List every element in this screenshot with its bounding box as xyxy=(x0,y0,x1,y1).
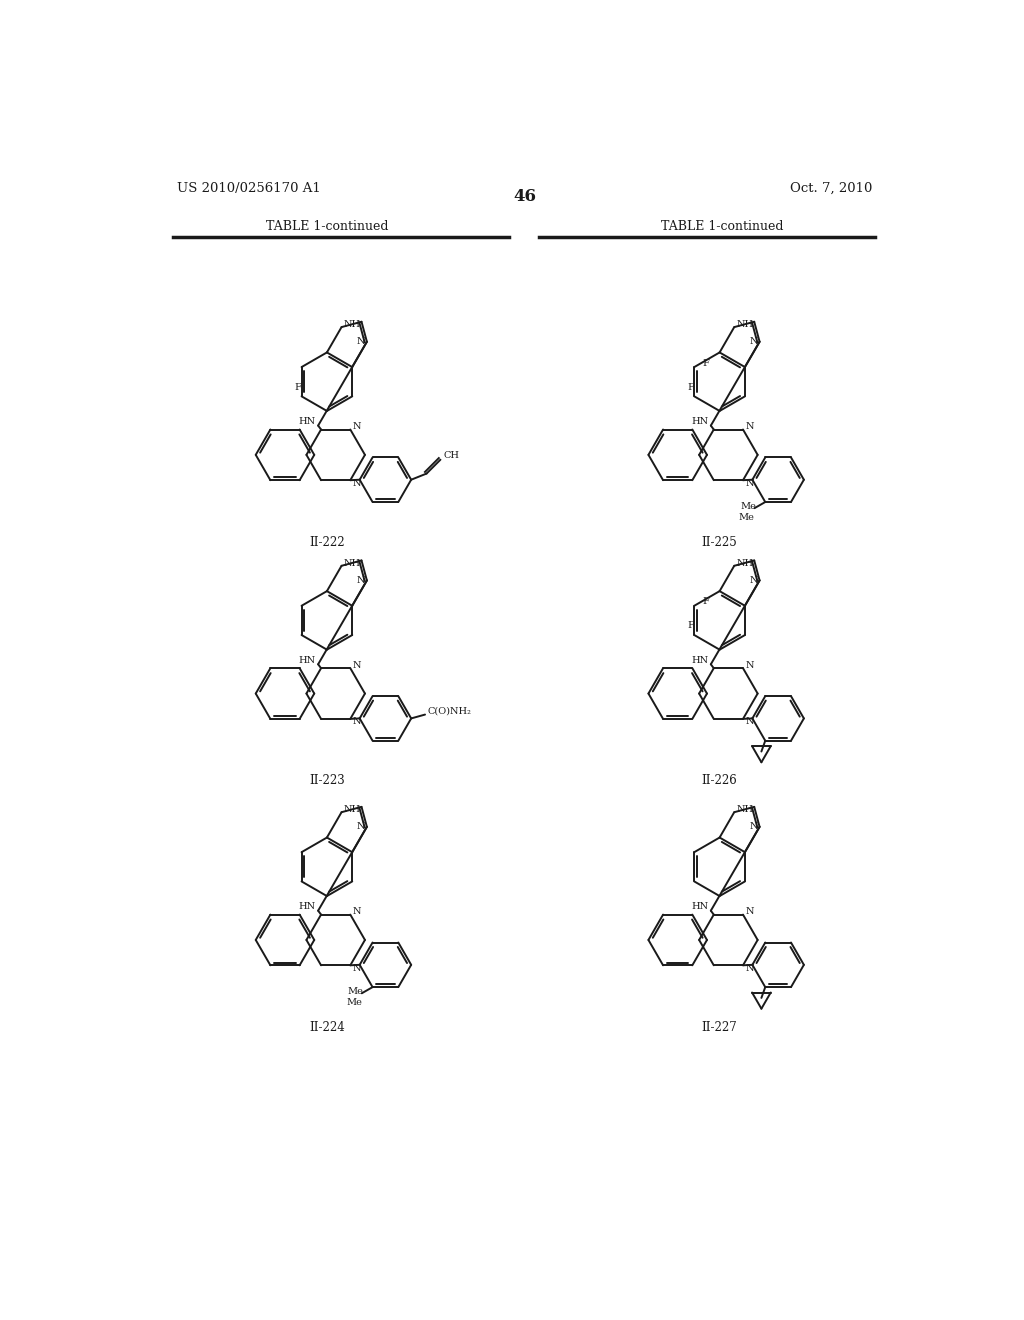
Text: TABLE 1-continued: TABLE 1-continued xyxy=(266,220,389,234)
Text: HN: HN xyxy=(691,656,709,665)
Text: N: N xyxy=(353,718,361,726)
Text: N: N xyxy=(356,822,365,832)
Text: HN: HN xyxy=(299,656,316,665)
Text: F: F xyxy=(702,359,710,368)
Text: Me: Me xyxy=(739,513,755,521)
Text: II-222: II-222 xyxy=(309,536,345,549)
Text: N: N xyxy=(750,337,758,346)
Text: N: N xyxy=(750,822,758,832)
Text: CH: CH xyxy=(443,451,459,461)
Text: II-223: II-223 xyxy=(309,775,345,788)
Text: F: F xyxy=(294,383,301,392)
Text: N: N xyxy=(356,337,365,346)
Text: N: N xyxy=(353,964,361,973)
Text: F: F xyxy=(687,622,694,630)
Text: US 2010/0256170 A1: US 2010/0256170 A1 xyxy=(177,182,321,194)
Text: N: N xyxy=(353,907,361,916)
Text: Oct. 7, 2010: Oct. 7, 2010 xyxy=(791,182,872,194)
Text: II-227: II-227 xyxy=(701,1020,737,1034)
Text: II-224: II-224 xyxy=(309,1020,345,1034)
Text: Me: Me xyxy=(740,502,757,511)
Text: HN: HN xyxy=(299,417,316,426)
Text: N: N xyxy=(353,479,361,488)
Text: N: N xyxy=(750,576,758,585)
Text: N: N xyxy=(353,422,361,430)
Text: N: N xyxy=(353,660,361,669)
Text: HN: HN xyxy=(691,417,709,426)
Text: II-225: II-225 xyxy=(701,536,737,549)
Text: Me: Me xyxy=(346,998,362,1007)
Text: NH: NH xyxy=(736,321,754,329)
Text: HN: HN xyxy=(691,903,709,911)
Text: TABLE 1-continued: TABLE 1-continued xyxy=(660,220,783,234)
Text: II-226: II-226 xyxy=(701,775,737,788)
Text: NH: NH xyxy=(736,805,754,814)
Text: N: N xyxy=(745,479,755,488)
Text: F: F xyxy=(702,598,710,606)
Text: N: N xyxy=(745,422,755,430)
Text: HN: HN xyxy=(299,903,316,911)
Text: NH: NH xyxy=(344,321,360,329)
Text: F: F xyxy=(687,383,694,392)
Text: N: N xyxy=(745,660,755,669)
Text: Me: Me xyxy=(348,987,364,997)
Text: N: N xyxy=(745,907,755,916)
Text: N: N xyxy=(356,576,365,585)
Text: N: N xyxy=(745,718,755,726)
Text: NH: NH xyxy=(344,558,360,568)
Text: N: N xyxy=(745,964,755,973)
Text: C(O)NH₂: C(O)NH₂ xyxy=(428,708,472,715)
Text: NH: NH xyxy=(344,805,360,814)
Text: NH: NH xyxy=(736,558,754,568)
Text: 46: 46 xyxy=(513,187,537,205)
